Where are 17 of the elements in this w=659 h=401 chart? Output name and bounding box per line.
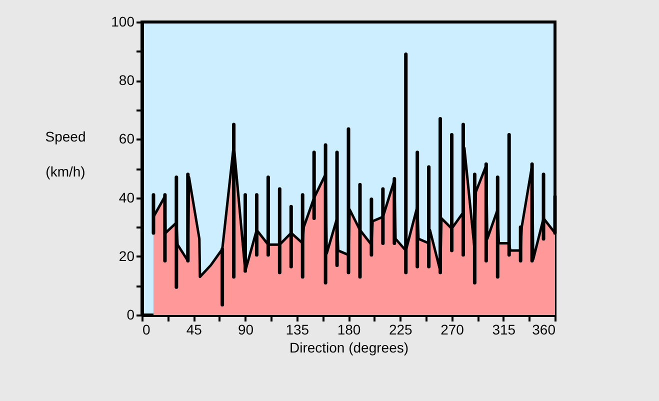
y-tick-label: 60: [118, 130, 135, 147]
text: Speed (km/h): [45, 128, 86, 180]
x-tick-label: 0: [142, 322, 150, 338]
x-tick-label: 45: [186, 322, 202, 338]
x-tick-label: 360: [532, 322, 556, 338]
x-tick-label: 90: [238, 322, 254, 338]
y-tick-label: 80: [118, 72, 135, 88]
y-tick-label: 40: [118, 189, 135, 206]
x-axis-title: Direction (degrees): [289, 340, 409, 356]
x-tick-label: 180: [337, 322, 361, 338]
y-tick-label: 100: [111, 14, 135, 30]
x-tick-label: 225: [388, 322, 413, 338]
x-tick-label: 135: [286, 322, 310, 338]
x-tick-label: 315: [492, 322, 516, 338]
y-tick-label: 20: [118, 248, 135, 264]
x-tick-label: 270: [440, 322, 464, 338]
y-tick-label: 0: [126, 306, 135, 322]
